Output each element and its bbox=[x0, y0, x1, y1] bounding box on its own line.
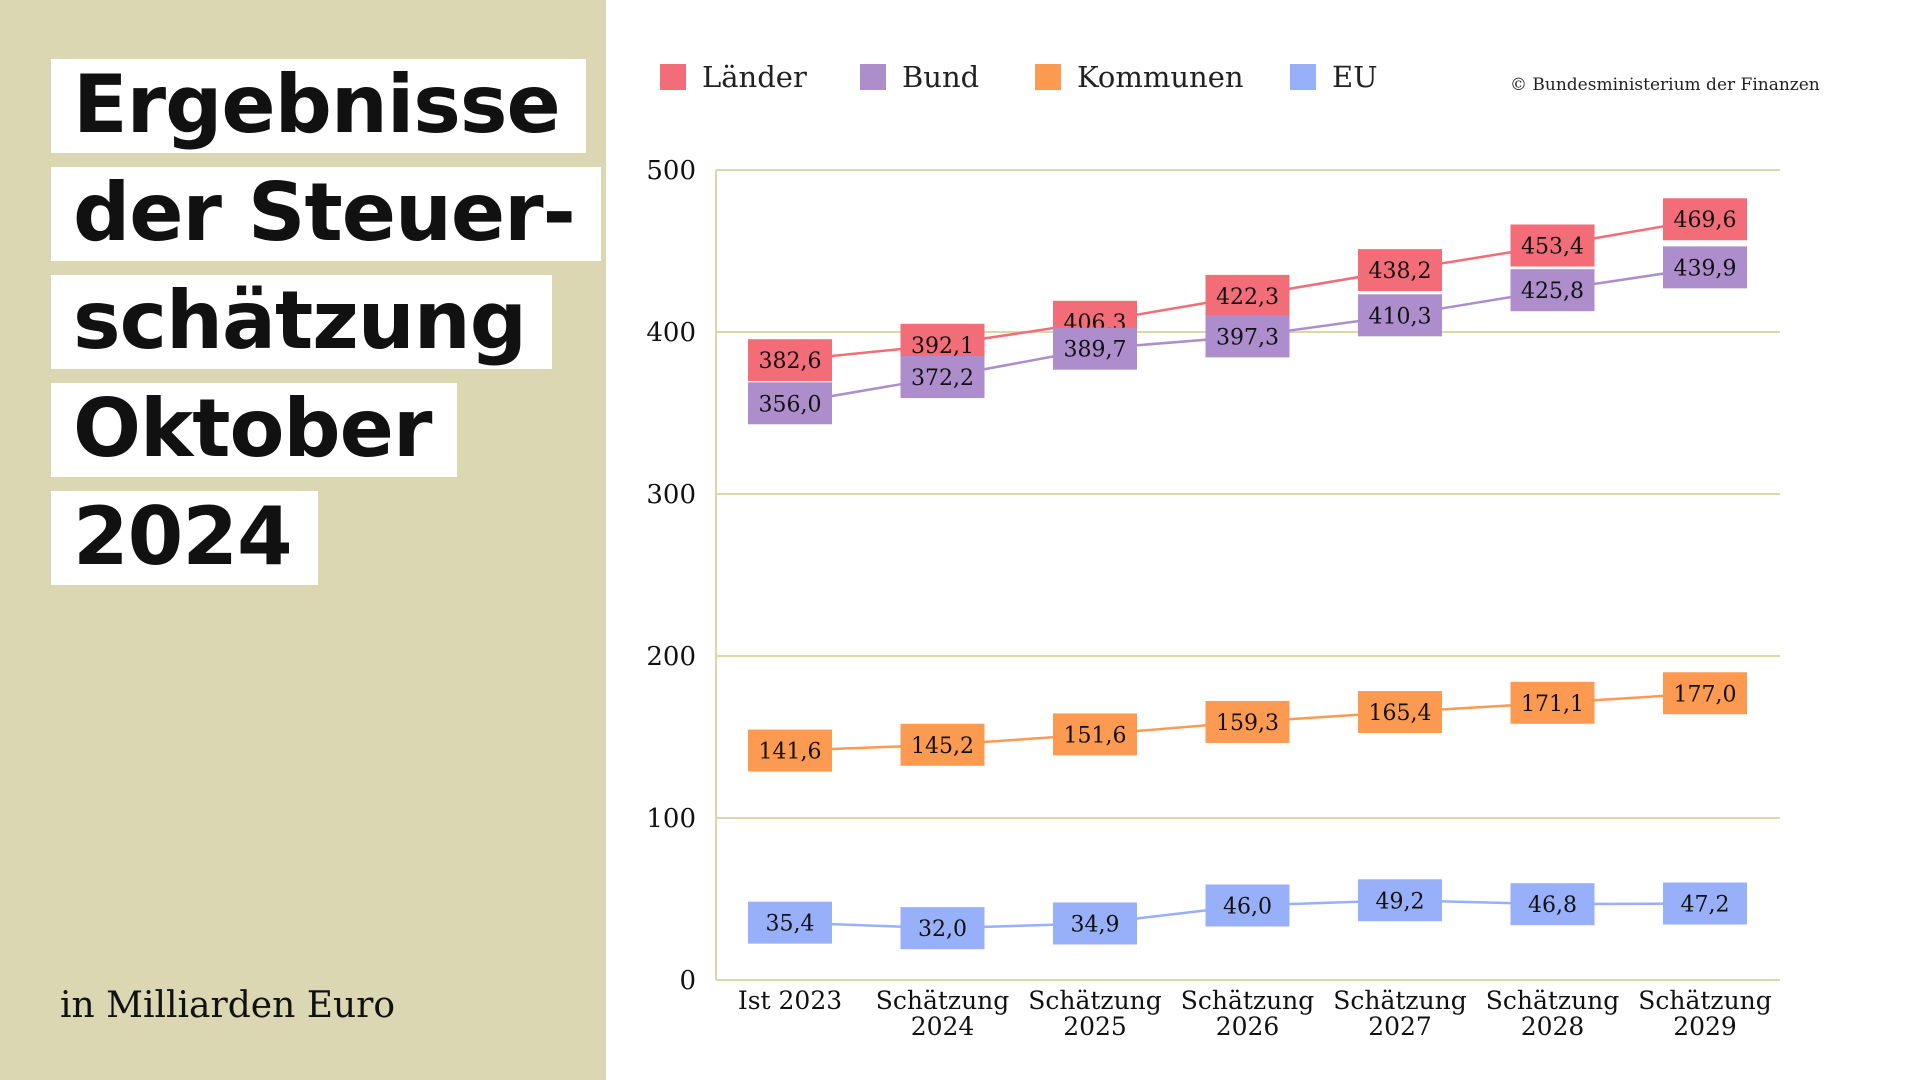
y-tick-label: 400 bbox=[646, 318, 696, 348]
data-label: 47,2 bbox=[1681, 893, 1730, 918]
unit-note: in Milliarden Euro bbox=[60, 985, 396, 1026]
data-point bbox=[1205, 700, 1290, 743]
legend-swatch bbox=[1290, 64, 1316, 90]
data-label: 151,6 bbox=[1064, 723, 1127, 748]
data-label: 171,1 bbox=[1521, 692, 1584, 717]
data-label: 32,0 bbox=[918, 917, 967, 942]
x-tick-label: Schätzung 2027 bbox=[1333, 986, 1467, 1041]
data-point bbox=[900, 907, 985, 950]
data-point bbox=[1358, 691, 1442, 734]
data-point bbox=[1053, 327, 1137, 370]
data-point bbox=[900, 723, 985, 766]
data-point bbox=[1663, 246, 1747, 289]
x-tick-label: Schätzung 2028 bbox=[1486, 986, 1620, 1041]
data-label: 46,0 bbox=[1223, 894, 1272, 919]
data-point bbox=[1205, 274, 1290, 317]
legend-item-laender: Länder bbox=[660, 60, 807, 94]
data-label: 35,4 bbox=[766, 912, 815, 937]
data-label: 425,8 bbox=[1521, 279, 1584, 304]
legend-swatch bbox=[1035, 64, 1061, 90]
title-line: Ergebnisse bbox=[51, 59, 586, 153]
data-point bbox=[1510, 224, 1595, 267]
data-label: 159,3 bbox=[1216, 711, 1279, 736]
data-point bbox=[1663, 672, 1747, 715]
data-label: 439,9 bbox=[1674, 256, 1737, 281]
data-label: 410,3 bbox=[1369, 304, 1432, 329]
legend-label: Bund bbox=[902, 60, 980, 94]
x-tick-label: Schätzung 2026 bbox=[1181, 986, 1315, 1041]
title-line: der Steuer- bbox=[51, 167, 601, 261]
data-point bbox=[748, 901, 832, 944]
data-label: 177,0 bbox=[1674, 682, 1737, 707]
line-chart: 0 100 200 300 400 500 Ist 2023 Schätzung 2024 Sch… bbox=[646, 156, 1780, 1041]
data-point bbox=[1053, 902, 1137, 945]
data-label: 382,6 bbox=[759, 349, 822, 374]
title-panel: Ergebnisse der Steuer- schätzung Oktober… bbox=[0, 0, 606, 1080]
y-tick-label: 300 bbox=[646, 480, 696, 510]
data-label: 46,8 bbox=[1528, 893, 1577, 918]
page-title: Ergebnisse der Steuer- schätzung Oktober… bbox=[51, 59, 601, 599]
data-label: 145,2 bbox=[911, 734, 974, 759]
title-line: Oktober bbox=[51, 383, 458, 477]
data-label: 356,0 bbox=[759, 392, 822, 417]
data-label: 372,2 bbox=[911, 366, 974, 391]
data-label: 141,6 bbox=[759, 740, 822, 765]
data-label: 392,1 bbox=[911, 334, 974, 359]
data-point bbox=[1510, 681, 1595, 724]
x-tick-label: Schätzung 2024 bbox=[876, 986, 1010, 1041]
data-point bbox=[1510, 883, 1595, 926]
y-tick-label: 500 bbox=[646, 156, 696, 186]
data-point bbox=[1663, 882, 1747, 925]
data-point bbox=[1358, 879, 1442, 922]
y-tick-label: 100 bbox=[646, 804, 696, 834]
x-tick-label: Ist 2023 bbox=[738, 986, 842, 1015]
legend-swatch bbox=[860, 64, 886, 90]
legend-label: Länder bbox=[702, 60, 807, 94]
legend-label: Kommunen bbox=[1077, 60, 1244, 94]
data-label: 397,3 bbox=[1216, 325, 1279, 350]
data-label: 34,9 bbox=[1071, 912, 1120, 937]
legend-swatch bbox=[660, 64, 686, 90]
data-label: 49,2 bbox=[1376, 889, 1425, 914]
data-point bbox=[1358, 249, 1442, 292]
data-point bbox=[1358, 294, 1442, 337]
data-point bbox=[748, 729, 832, 772]
data-label: 469,6 bbox=[1674, 208, 1737, 233]
copyright-note: © Bundesministerium der Finanzen bbox=[1510, 75, 1820, 95]
y-tick-label: 200 bbox=[646, 642, 696, 672]
data-point bbox=[1205, 884, 1290, 927]
legend-item-bund: Bund bbox=[860, 60, 979, 94]
data-point bbox=[1510, 269, 1595, 312]
legend-label: EU bbox=[1332, 60, 1378, 94]
data-point bbox=[1205, 315, 1290, 358]
data-label: 165,4 bbox=[1369, 701, 1432, 726]
data-point bbox=[748, 382, 832, 425]
data-label: 438,2 bbox=[1369, 259, 1432, 284]
legend-item-eu: EU bbox=[1290, 60, 1378, 94]
data-point bbox=[748, 339, 832, 382]
data-label: 453,4 bbox=[1521, 234, 1584, 259]
data-label: 389,7 bbox=[1064, 338, 1127, 363]
data-point bbox=[1663, 198, 1747, 241]
data-point bbox=[1053, 713, 1137, 756]
title-line: 2024 bbox=[51, 491, 318, 585]
x-tick-label: Schätzung 2025 bbox=[1028, 986, 1162, 1041]
data-label: 422,3 bbox=[1216, 285, 1279, 310]
x-tick-label: Schätzung 2029 bbox=[1638, 986, 1772, 1041]
y-tick-label: 0 bbox=[679, 966, 696, 996]
legend-item-kommunen: Kommunen bbox=[1035, 60, 1244, 94]
data-point bbox=[900, 356, 985, 399]
title-line: schätzung bbox=[51, 275, 552, 369]
